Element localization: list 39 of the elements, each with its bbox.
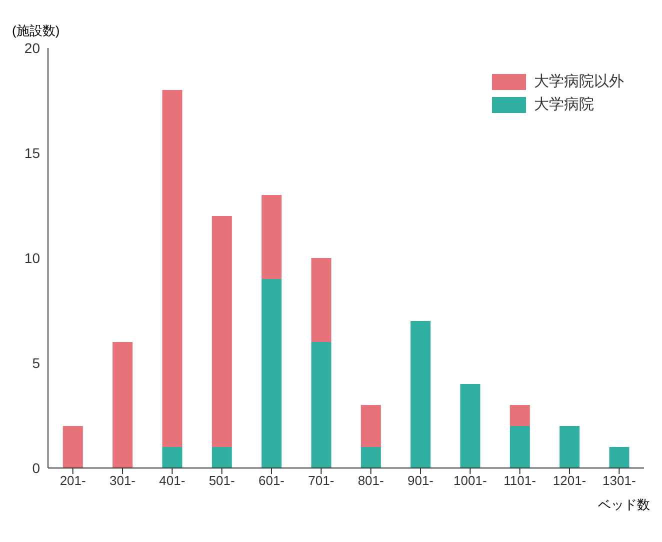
- x-tick-label: 1201-: [552, 473, 586, 488]
- bar: [510, 405, 530, 426]
- x-tick-label: 1001-: [454, 473, 487, 488]
- x-tick-label: 501-: [208, 473, 235, 488]
- bar: [62, 426, 83, 468]
- bar: [162, 90, 182, 447]
- bar: [560, 426, 580, 468]
- y-tick-label: 20: [24, 40, 40, 56]
- x-tick-label: 401-: [159, 473, 186, 488]
- x-tick-label: 601-: [258, 473, 285, 488]
- bar: [162, 447, 182, 468]
- x-tick-label: 1101-: [504, 473, 536, 488]
- bar: [510, 426, 530, 468]
- x-axis-title: ベッド数: [598, 496, 650, 514]
- bar: [360, 405, 381, 447]
- legend-label: 大学病院: [534, 95, 594, 114]
- y-axis-title: (施設数): [12, 22, 60, 40]
- bar: [212, 216, 232, 447]
- bar: [262, 279, 282, 468]
- x-tick-label: 1301-: [602, 473, 636, 488]
- legend-label: 大学病院以外: [534, 72, 624, 91]
- x-tick-label: 301-: [109, 473, 136, 488]
- bar: [360, 447, 381, 468]
- bar: [311, 258, 332, 342]
- bar: [212, 447, 232, 468]
- bar: [112, 342, 133, 468]
- bar: [460, 384, 480, 468]
- x-tick-label: 801-: [358, 473, 384, 488]
- y-tick-label: 15: [24, 144, 40, 161]
- x-tick-label: 201-: [60, 473, 86, 488]
- x-tick-label: 701-: [308, 473, 334, 488]
- bar: [609, 447, 630, 468]
- x-tick-label: 901-: [407, 473, 434, 488]
- bar: [410, 321, 431, 468]
- bar: [311, 342, 332, 468]
- bar: [262, 195, 282, 279]
- y-tick-label: 10: [24, 250, 40, 266]
- y-tick-label: 0: [32, 460, 40, 476]
- y-tick-label: 5: [32, 354, 40, 371]
